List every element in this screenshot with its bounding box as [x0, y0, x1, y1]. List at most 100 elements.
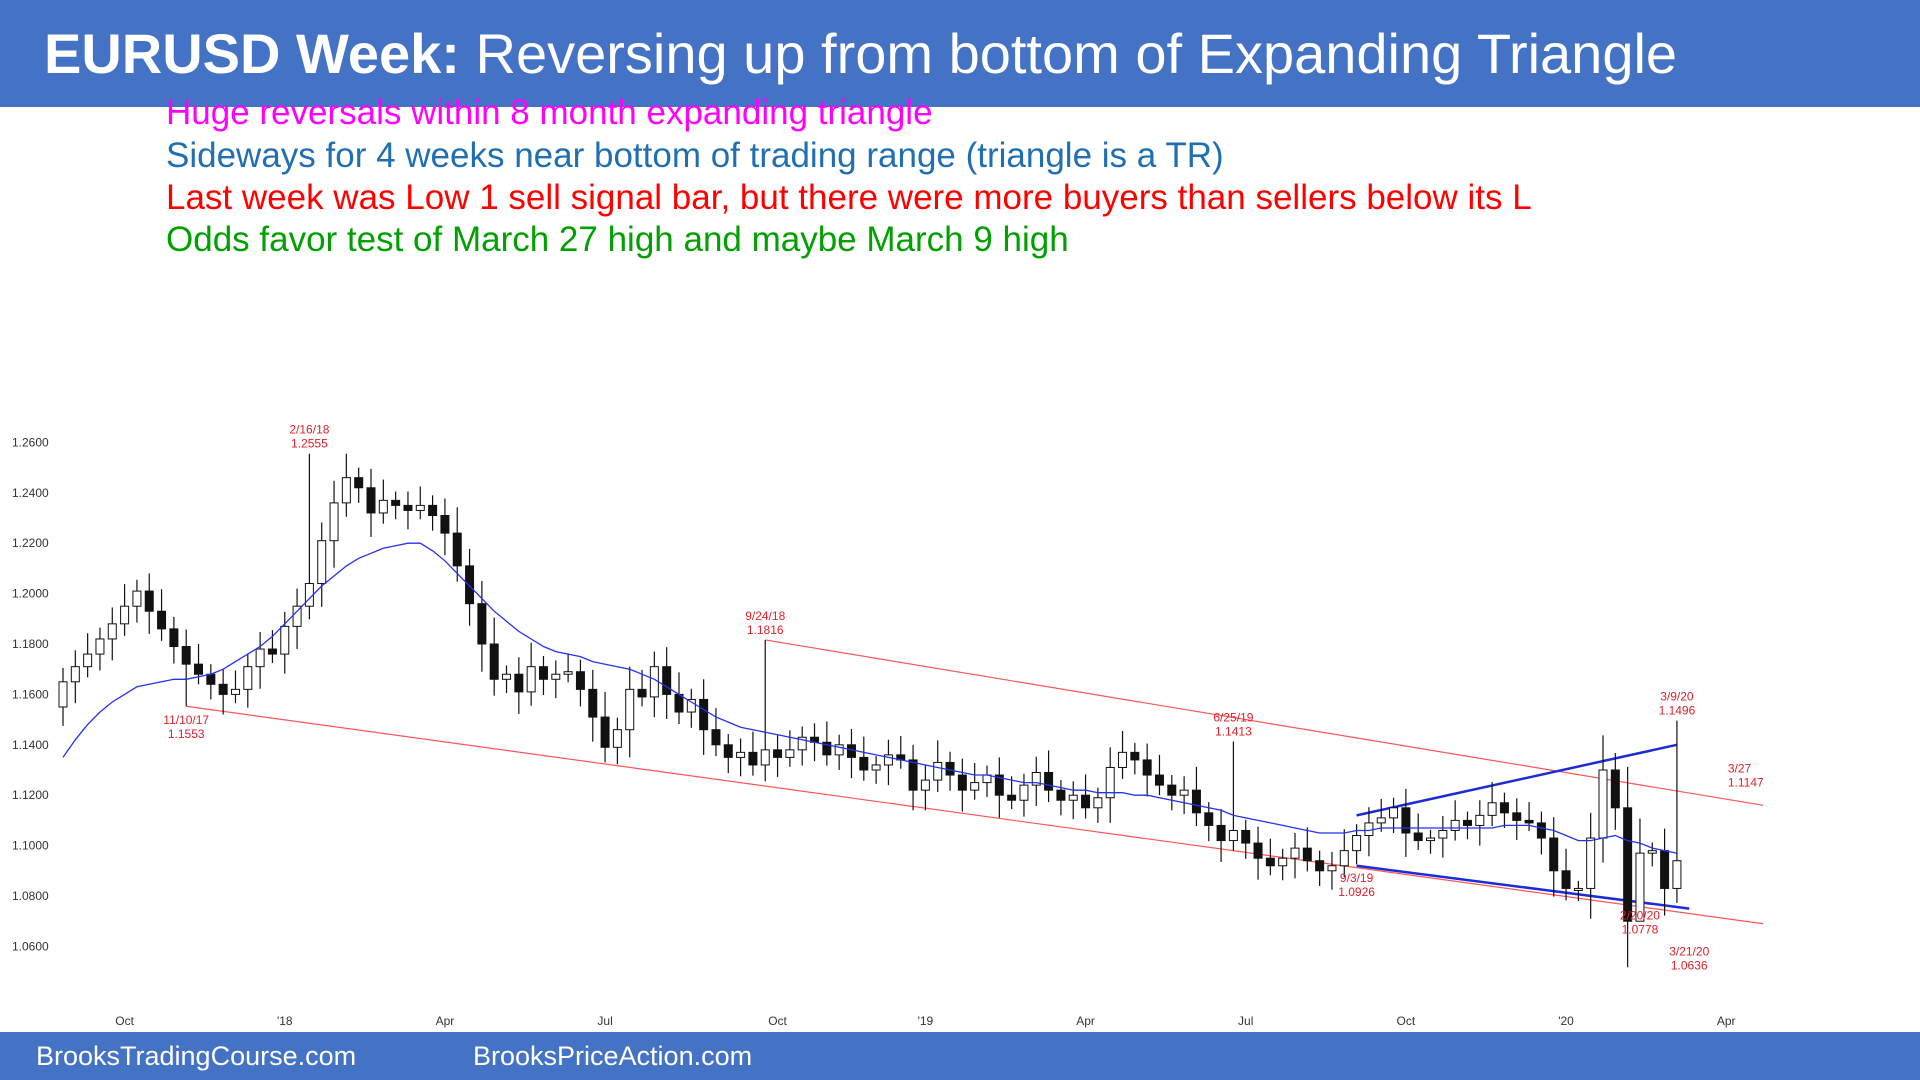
- candle-body: [1142, 759, 1152, 776]
- candle: [1265, 838, 1275, 876]
- candle-body: [723, 744, 733, 758]
- y-tick-label: 1.1200: [12, 788, 49, 802]
- candle: [1389, 797, 1399, 833]
- candle-body: [1081, 794, 1091, 809]
- candle-body: [1647, 850, 1657, 854]
- candle: [1290, 833, 1300, 879]
- candle: [378, 479, 388, 524]
- candle-body: [1154, 774, 1164, 786]
- candle-body: [1672, 860, 1682, 889]
- footer-left-link[interactable]: BrooksTradingCourse.com: [36, 1041, 357, 1071]
- candle-body: [489, 643, 499, 680]
- candle-body: [477, 603, 487, 645]
- y-tick-label: 1.2200: [12, 536, 49, 550]
- candle-body: [736, 751, 746, 758]
- candle: [1499, 792, 1509, 828]
- candle: [908, 744, 918, 811]
- candle-body: [674, 693, 684, 713]
- candle: [157, 589, 167, 641]
- annotation-date: 3/9/20: [1660, 690, 1694, 704]
- candle: [600, 691, 610, 763]
- title-bold: EURUSD Week:: [44, 22, 460, 85]
- candle-body: [711, 729, 721, 746]
- candle: [194, 644, 204, 685]
- candle: [120, 584, 130, 636]
- candle-body: [206, 673, 216, 685]
- candle-body: [538, 666, 548, 680]
- candle-body: [1598, 769, 1608, 839]
- candle-body: [267, 648, 277, 655]
- candle-body: [1462, 819, 1472, 826]
- y-tick-label: 1.0800: [12, 889, 49, 903]
- candle: [1044, 750, 1054, 803]
- candle: [341, 453, 351, 517]
- candle-body: [1253, 842, 1263, 859]
- candle: [575, 659, 585, 707]
- candle-body: [1118, 751, 1128, 768]
- candles: [58, 453, 1682, 968]
- candle: [1512, 798, 1522, 840]
- candle: [230, 670, 240, 704]
- annotation-date: 3/21/20: [1669, 944, 1709, 958]
- y-tick-label: 1.1400: [12, 738, 49, 752]
- x-tick-label: Oct: [1397, 1014, 1416, 1028]
- candle: [1598, 735, 1608, 863]
- candle: [1672, 720, 1682, 903]
- candle: [1302, 827, 1312, 872]
- annotations: 2/16/181.2555 11/10/171.1553 9/24/181.1816…: [163, 423, 1764, 973]
- candle-body: [859, 756, 869, 771]
- candle-body: [157, 610, 167, 630]
- candle: [403, 491, 413, 530]
- candle: [674, 672, 684, 725]
- candle: [699, 679, 709, 755]
- x-axis-labels: Oct '18 Apr Jul Oct '19 Apr Jul Oct '20 Apr: [115, 1014, 1735, 1028]
- candle: [1167, 775, 1177, 811]
- candle: [144, 573, 154, 634]
- candle-body: [526, 666, 536, 693]
- candle-body: [1499, 802, 1509, 814]
- candle-body: [662, 666, 672, 695]
- candle-body: [1549, 837, 1559, 872]
- x-tick-label: Apr: [1717, 1014, 1736, 1028]
- candle: [1524, 802, 1534, 832]
- candle: [1462, 811, 1472, 840]
- candle: [797, 726, 807, 766]
- x-tick-label: '19: [918, 1014, 934, 1028]
- note-4: Odds favor test of March 27 high and may…: [166, 220, 1069, 259]
- candle-body: [502, 673, 512, 680]
- candle: [711, 708, 721, 757]
- y-tick-label: 1.1800: [12, 637, 49, 651]
- annotation-date: 9/3/19: [1340, 871, 1374, 885]
- candle-body: [871, 764, 881, 771]
- candle: [107, 607, 117, 661]
- candle-body: [120, 605, 130, 625]
- candle-body: [95, 638, 105, 655]
- candle: [292, 588, 302, 650]
- candle-body: [637, 688, 647, 698]
- candle-body: [181, 646, 191, 665]
- candle: [871, 756, 881, 784]
- candle-body: [292, 605, 302, 627]
- candle: [1475, 800, 1485, 846]
- candle-body: [1130, 751, 1140, 761]
- candle: [785, 730, 795, 767]
- annotation-date: 2/16/18: [289, 423, 329, 437]
- candle: [526, 642, 536, 706]
- candle: [391, 491, 401, 520]
- candle-body: [1068, 794, 1078, 801]
- candle-body: [1389, 807, 1399, 819]
- candle: [1068, 781, 1078, 820]
- candle-body: [1364, 822, 1374, 837]
- candle-body: [440, 514, 450, 534]
- candle: [1253, 826, 1263, 880]
- candle: [551, 660, 561, 699]
- x-tick-label: Oct: [115, 1014, 134, 1028]
- candle-body: [1660, 850, 1670, 889]
- candle: [514, 657, 524, 714]
- footer-right-link[interactable]: BrooksPriceAction.com: [473, 1041, 753, 1071]
- candle: [538, 655, 548, 696]
- candle: [354, 467, 364, 503]
- candle: [477, 581, 487, 672]
- candle: [465, 548, 475, 626]
- candle-body: [341, 477, 351, 504]
